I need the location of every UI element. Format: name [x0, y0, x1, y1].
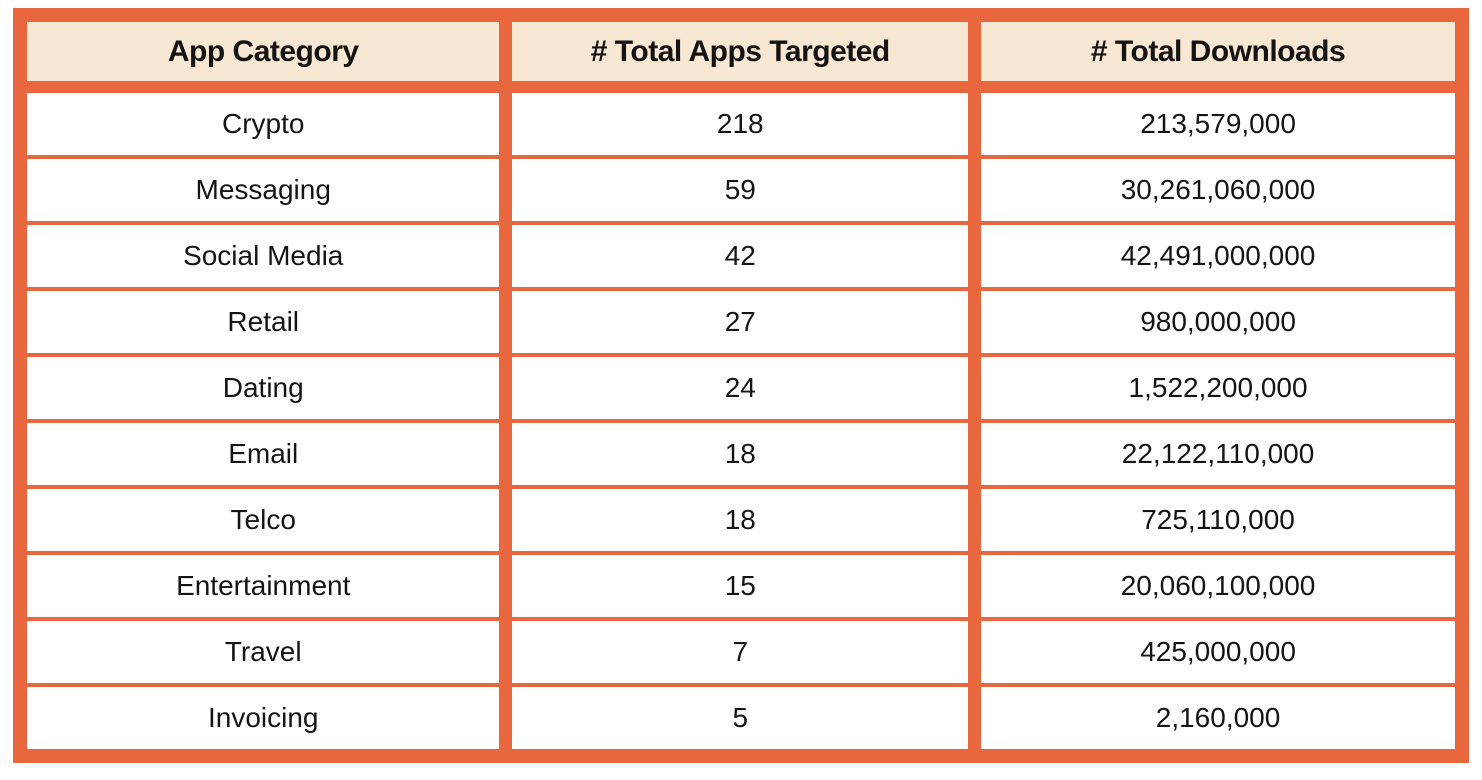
apps-targeted-cell: 5 [499, 683, 975, 756]
table-row: Social Media 42 42,491,000,000 [20, 221, 1462, 289]
column-header-downloads: # Total Downloads [968, 15, 1462, 93]
table-header: App Category # Total Apps Targeted # Tot… [20, 15, 1462, 93]
downloads-cell: 213,579,000 [968, 87, 1462, 157]
apps-targeted-cell: 27 [499, 287, 975, 355]
column-header-apps-targeted: # Total Apps Targeted [499, 15, 975, 93]
table-row: Telco 18 725,110,000 [20, 485, 1462, 553]
downloads-cell: 20,060,100,000 [968, 551, 1462, 619]
table-row: Crypto 218 213,579,000 [20, 87, 1462, 157]
downloads-cell: 1,522,200,000 [968, 353, 1462, 421]
category-cell: Messaging [20, 155, 506, 223]
category-cell: Entertainment [20, 551, 506, 619]
downloads-cell: 30,261,060,000 [968, 155, 1462, 223]
table-row: Messaging 59 30,261,060,000 [20, 155, 1462, 223]
category-cell: Dating [20, 353, 506, 421]
category-cell: Telco [20, 485, 506, 553]
category-cell: Retail [20, 287, 506, 355]
downloads-cell: 725,110,000 [968, 485, 1462, 553]
apps-targeted-cell: 24 [499, 353, 975, 421]
table-row: Retail 27 980,000,000 [20, 287, 1462, 355]
apps-targeted-cell: 42 [499, 221, 975, 289]
downloads-cell: 22,122,110,000 [968, 419, 1462, 487]
table-row: Entertainment 15 20,060,100,000 [20, 551, 1462, 619]
table-row: Invoicing 5 2,160,000 [20, 683, 1462, 756]
table-row: Travel 7 425,000,000 [20, 617, 1462, 685]
downloads-cell: 425,000,000 [968, 617, 1462, 685]
downloads-cell: 2,160,000 [968, 683, 1462, 756]
category-cell: Crypto [20, 87, 506, 157]
apps-targeted-cell: 18 [499, 419, 975, 487]
column-header-app-category: App Category [20, 15, 506, 93]
apps-targeted-cell: 18 [499, 485, 975, 553]
downloads-cell: 980,000,000 [968, 287, 1462, 355]
apps-targeted-cell: 15 [499, 551, 975, 619]
downloads-cell: 42,491,000,000 [968, 221, 1462, 289]
header-row: App Category # Total Apps Targeted # Tot… [20, 15, 1462, 93]
apps-targeted-cell: 59 [499, 155, 975, 223]
category-cell: Travel [20, 617, 506, 685]
apps-targeted-cell: 218 [499, 87, 975, 157]
table-row: Email 18 22,122,110,000 [20, 419, 1462, 487]
table-body: Crypto 218 213,579,000 Messaging 59 30,2… [20, 87, 1462, 756]
app-targeting-table: App Category # Total Apps Targeted # Tot… [13, 8, 1469, 763]
category-cell: Email [20, 419, 506, 487]
apps-targeted-cell: 7 [499, 617, 975, 685]
category-cell: Social Media [20, 221, 506, 289]
category-cell: Invoicing [20, 683, 506, 756]
table-row: Dating 24 1,522,200,000 [20, 353, 1462, 421]
